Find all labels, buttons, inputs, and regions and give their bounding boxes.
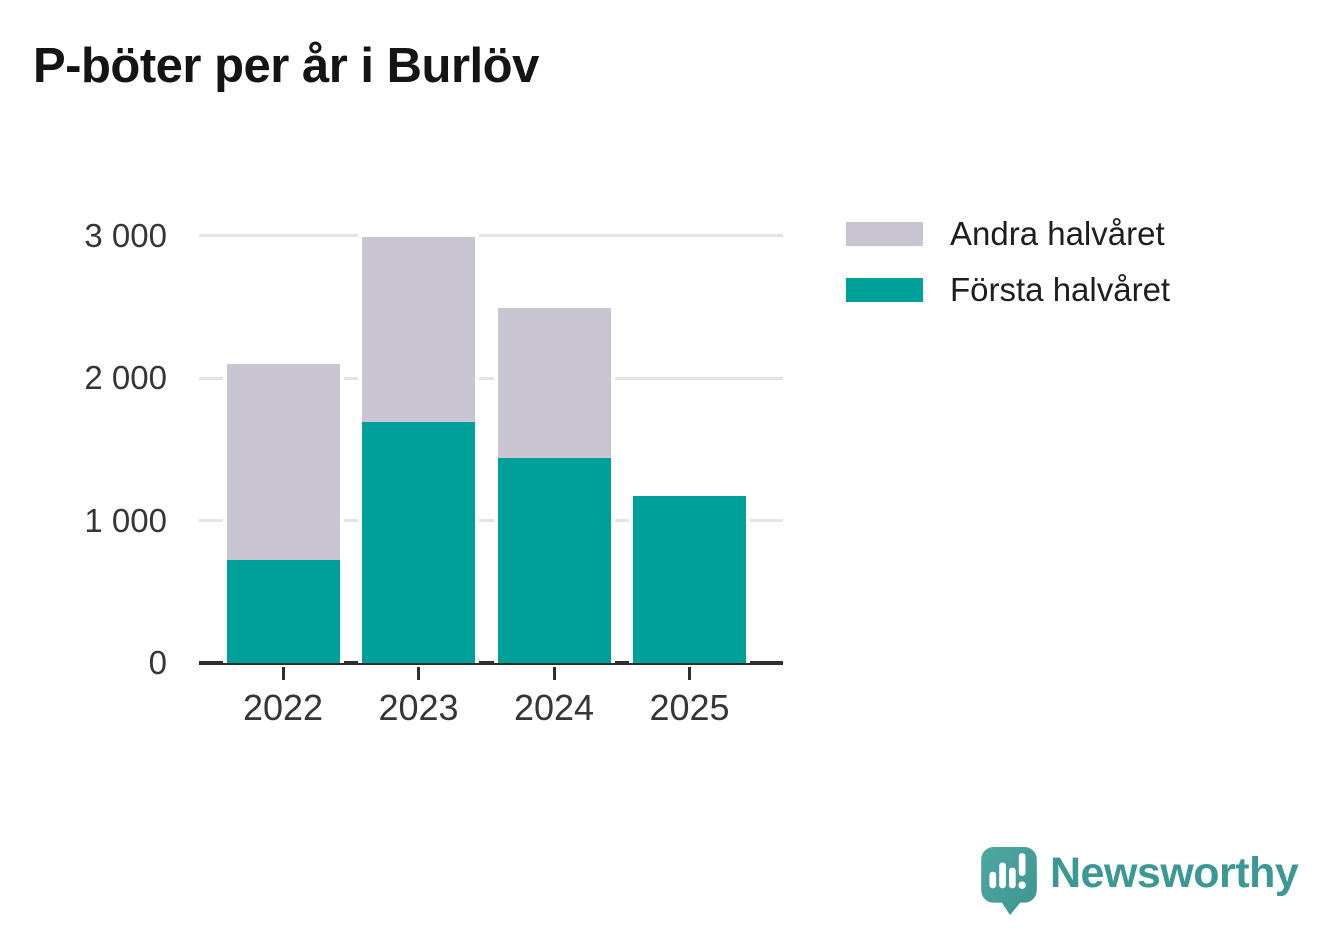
bar-segment-forsta-2023 [362, 422, 475, 663]
logo-bar-icon [989, 871, 997, 889]
gridline-2000 [199, 376, 783, 380]
y-axis-label-1000: 1 000 [84, 501, 167, 539]
x-tick-2022 [281, 667, 285, 680]
bar-segment-forsta-2024 [497, 457, 611, 663]
y-axis-label-2000: 2 000 [84, 359, 167, 396]
legend-label: Första halvåret [950, 271, 1171, 308]
y-axis-label-3000: 3 000 [84, 216, 167, 254]
legend-label: Andra halvåret [950, 215, 1165, 252]
logo-bar-icon [999, 862, 1006, 889]
legend-row: Andra halvåret [846, 215, 1170, 252]
x-axis-line [199, 661, 783, 665]
bar-segment-forsta-2025 [633, 496, 746, 663]
x-axis-label-2022: 2022 [242, 687, 324, 728]
logo-exclamation-icon [1018, 853, 1026, 876]
logo-bar-icon [1009, 867, 1016, 889]
bar-column-2023 [358, 232, 479, 663]
x-axis-label-2025: 2025 [649, 687, 730, 728]
bar-segment-forsta-2022 [226, 560, 340, 663]
bar-column-2024 [493, 304, 615, 663]
newsworthy-logo-icon [981, 847, 1037, 915]
x-axis-label-2023: 2023 [378, 687, 459, 728]
legend-swatch [846, 278, 923, 302]
bar-segment-andra-2022 [226, 363, 340, 561]
newsworthy-logo-text: Newsworthy [1050, 849, 1299, 897]
x-tick-2023 [417, 667, 420, 680]
x-tick-2024 [552, 667, 556, 680]
bar-segment-andra-2023 [362, 236, 475, 423]
gridline-3000 [199, 234, 783, 237]
x-axis-label-2024: 2024 [513, 687, 595, 728]
logo-exclamation-dot-icon [1018, 881, 1026, 889]
legend-row: Första halvåret [846, 271, 1170, 308]
x-tick-2025 [688, 667, 691, 680]
plot-area: 2022 2023 2024 2025 [199, 210, 783, 728]
bar-column-2022 [222, 359, 344, 663]
legend-swatch [846, 222, 923, 246]
newsworthy-logo: Newsworthy [981, 847, 1299, 915]
y-axis-label-0: 0 [148, 644, 167, 681]
chart-title: P-böter per år i Burlöv [33, 39, 539, 93]
bar-segment-andra-2024 [497, 308, 611, 458]
y-axis: 0 1 000 2 000 3 000 [20, 210, 167, 682]
legend: Andra halvåret Första halvåret [846, 215, 1170, 333]
gridline-1000 [199, 519, 783, 522]
bar-column-2025 [629, 492, 750, 663]
